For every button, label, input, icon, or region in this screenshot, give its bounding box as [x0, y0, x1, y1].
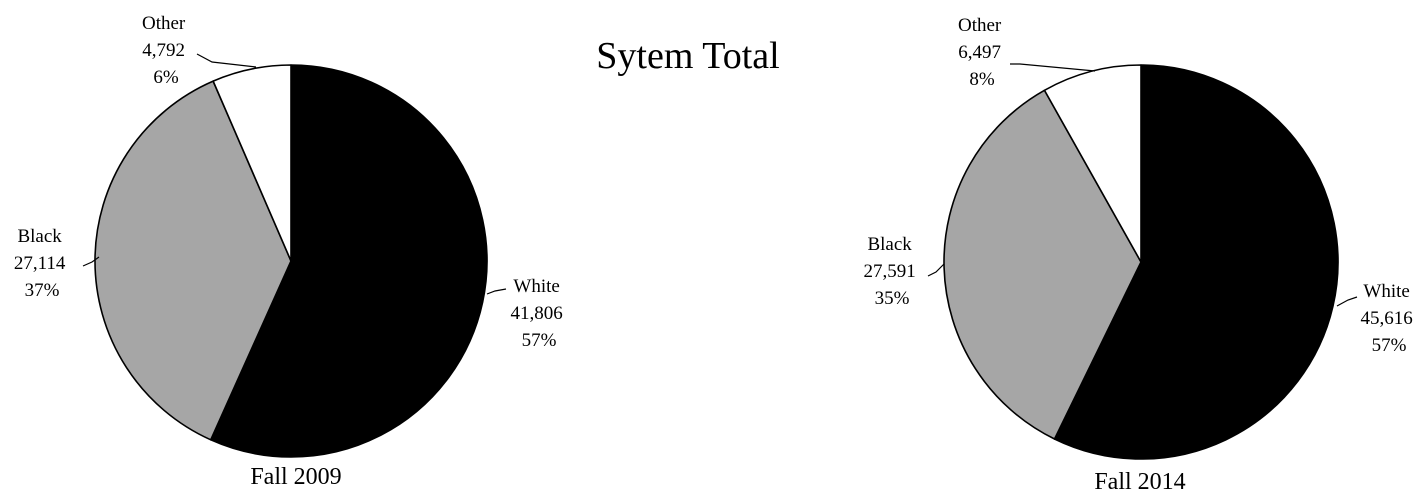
slice-name: Other [142, 13, 186, 34]
slice-label-other: Other 6,497 8% [958, 15, 1006, 90]
leader-line-white [1336, 296, 1358, 307]
slice-percent: 8% [969, 69, 995, 90]
pie-chart-fall-2009: Other 4,792 6% Black 27,114 37% White 41… [14, 13, 568, 490]
pie-slices [943, 64, 1339, 460]
leader-line-other [196, 53, 257, 68]
leader-line-white [486, 288, 507, 295]
slice-name: White [513, 276, 559, 297]
slice-name: Other [958, 15, 1002, 36]
pie-slice-white [1053, 64, 1339, 460]
leader-line-black [82, 256, 100, 267]
slice-percent: 57% [1372, 335, 1407, 356]
slice-value: 27,114 [14, 253, 66, 274]
slice-value: 41,806 [511, 303, 563, 324]
pie-chart-fall-2014: Other 6,497 8% Black 27,591 35% White 45… [864, 15, 1418, 495]
leader-lines [927, 63, 1358, 307]
slice-percent: 37% [25, 280, 60, 301]
pie-slice-other [212, 64, 292, 262]
pie-slice-black [943, 89, 1142, 440]
pie-caption: Fall 2014 [1094, 469, 1185, 495]
pie-slices [94, 64, 488, 458]
slice-value: 4,792 [142, 40, 185, 61]
slice-percent: 6% [153, 67, 179, 88]
pie-caption: Fall 2009 [250, 464, 341, 490]
slice-label-white: White 41,806 57% [511, 276, 568, 351]
slice-name: Black [17, 226, 62, 247]
slice-name: White [1363, 281, 1409, 302]
pie-slice-white [209, 64, 488, 458]
slice-value: 6,497 [958, 42, 1001, 63]
chart-title: Sytem Total [596, 35, 779, 77]
slice-value: 27,591 [864, 261, 916, 282]
leader-lines [82, 53, 507, 295]
slice-name: Black [867, 234, 912, 255]
slice-percent: 57% [522, 330, 557, 351]
slice-value: 45,616 [1361, 308, 1413, 329]
slice-label-black: Black 27,114 37% [14, 226, 70, 301]
pie-slice-other [1043, 64, 1142, 263]
leader-line-black [927, 263, 945, 277]
slice-label-black: Black 27,591 35% [864, 234, 921, 309]
slice-label-white: White 45,616 57% [1361, 281, 1418, 356]
slice-percent: 35% [875, 288, 910, 309]
leader-line-other [1010, 63, 1096, 72]
slice-label-other: Other 4,792 6% [142, 13, 190, 88]
